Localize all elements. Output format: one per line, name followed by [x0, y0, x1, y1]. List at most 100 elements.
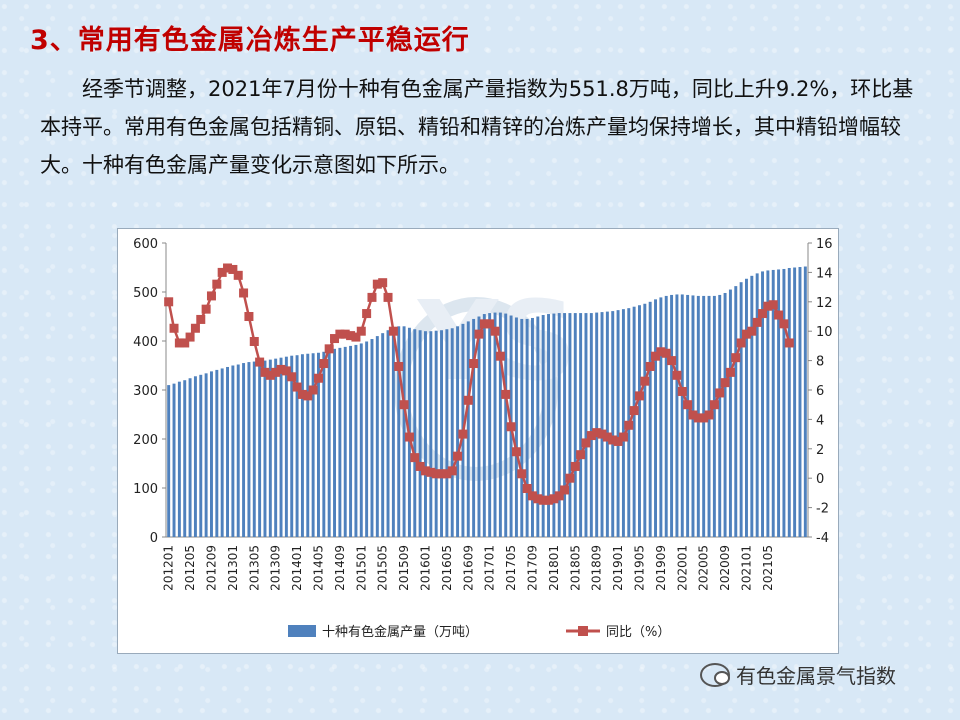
- bar: [359, 343, 363, 537]
- line-point: [479, 319, 489, 329]
- bar: [761, 271, 764, 537]
- line-point: [490, 326, 500, 336]
- line-point: [565, 473, 575, 483]
- bar: [728, 289, 732, 537]
- line-point: [634, 391, 644, 401]
- bar: [504, 313, 508, 537]
- line-point: [174, 338, 184, 348]
- slide-paragraph: 经季节调整，2021年7月份十种有色金属产量指数为551.8万吨，同比上升9.2…: [40, 77, 914, 177]
- bar: [193, 376, 197, 537]
- line-point: [196, 314, 206, 324]
- line-point: [292, 382, 302, 392]
- bar: [300, 354, 304, 537]
- x-axis: 201201 201205 201209 201301 201305 201309 2014…: [162, 536, 808, 591]
- line-point: [501, 389, 511, 399]
- line-series: [164, 263, 794, 505]
- line-point: [463, 395, 473, 405]
- line-point: [661, 348, 671, 358]
- x-tick-label: 201501: [354, 545, 368, 591]
- bar: [482, 314, 486, 537]
- line-point: [544, 495, 554, 505]
- line-point: [206, 291, 216, 301]
- bar: [183, 380, 187, 537]
- bar: [579, 313, 583, 537]
- x-tick-label: 201405: [311, 545, 325, 591]
- bar: [327, 350, 331, 537]
- line-point: [313, 373, 323, 383]
- line-point: [399, 400, 409, 410]
- x-tick-label: 201205: [183, 545, 197, 591]
- x-tick-label: 201705: [504, 545, 518, 591]
- bar: [220, 368, 224, 537]
- bar: [621, 309, 625, 537]
- bar: [279, 357, 283, 537]
- bar: [370, 339, 374, 537]
- line-point: [784, 338, 794, 348]
- x-tick-label: 201701: [483, 545, 497, 591]
- x-tick-label: 202005: [697, 545, 711, 591]
- legend-marker-line: [578, 626, 588, 636]
- bar: [424, 331, 427, 537]
- line-point: [447, 466, 457, 476]
- line-point: [244, 312, 254, 321]
- bar: [402, 326, 406, 537]
- line-point: [554, 491, 564, 501]
- bar: [680, 294, 684, 537]
- line-point: [346, 331, 356, 341]
- line-point: [431, 469, 441, 479]
- bar: [766, 270, 770, 537]
- line-point: [372, 279, 382, 289]
- watermark: 有色金属景气指数: [700, 660, 896, 689]
- x-tick-label: 201505: [376, 545, 390, 591]
- bar: [664, 295, 668, 537]
- line-point: [506, 422, 516, 432]
- bar: [210, 371, 213, 537]
- line-point: [383, 292, 393, 302]
- x-tick-label: 201809: [590, 545, 604, 591]
- line-point: [704, 410, 714, 420]
- line-point: [602, 432, 612, 442]
- line-point: [271, 367, 281, 377]
- line-point: [683, 400, 693, 410]
- bar: [263, 360, 267, 537]
- x-tick-label: 202001: [675, 545, 689, 591]
- line-point: [608, 435, 618, 445]
- line-point: [747, 326, 757, 336]
- y-tick-label-left: 0: [150, 531, 158, 546]
- line-point: [624, 420, 634, 430]
- line-point: [281, 366, 291, 376]
- line-point: [378, 278, 388, 288]
- bar: [418, 330, 422, 537]
- bar: [568, 313, 572, 537]
- bar: [777, 269, 781, 537]
- y-tick-label-right: 2: [816, 443, 824, 458]
- line-point: [330, 334, 340, 344]
- bar: [456, 326, 460, 537]
- line-point: [335, 329, 345, 339]
- bar: [723, 292, 727, 537]
- bar: [242, 363, 246, 537]
- line-point: [586, 431, 596, 441]
- bar: [525, 318, 529, 537]
- x-tick-label: 201601: [418, 545, 432, 591]
- bar: [477, 316, 481, 537]
- y-tick-label-left: 600: [133, 237, 158, 252]
- bar: [311, 353, 315, 537]
- bar: [391, 327, 395, 537]
- bar: [803, 266, 807, 537]
- bar: [322, 351, 326, 537]
- bar: [616, 310, 620, 537]
- bar: [498, 312, 502, 537]
- line-point: [736, 338, 746, 348]
- bar: [670, 294, 674, 537]
- x-tick-label: 201805: [568, 545, 582, 591]
- bar: [488, 313, 492, 537]
- bar: [236, 364, 240, 537]
- y-tick-label-left: 400: [133, 335, 158, 350]
- line-point: [404, 432, 414, 442]
- x-tick-label: 201901: [611, 545, 625, 591]
- bar: [466, 321, 470, 537]
- bar: [349, 345, 353, 537]
- bar: [306, 353, 310, 537]
- bar: [375, 336, 379, 537]
